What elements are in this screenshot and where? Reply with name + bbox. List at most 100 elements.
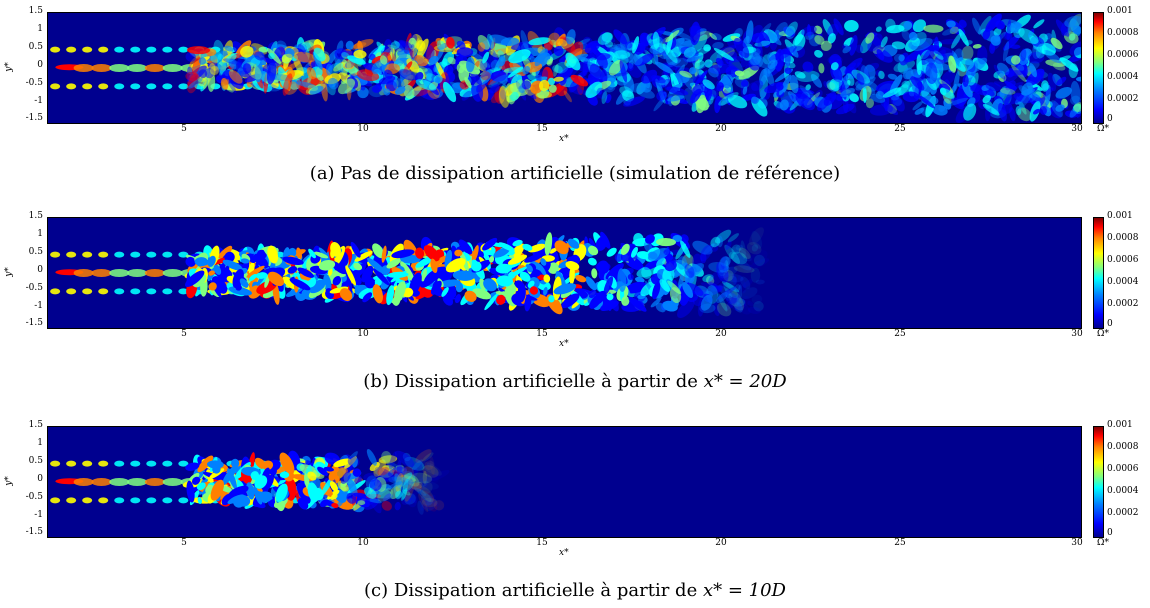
vortex-blob <box>633 233 644 245</box>
vortex-blob <box>488 49 501 58</box>
caption-prefix: (a) <box>309 163 335 184</box>
vortex-blob <box>727 233 739 243</box>
vortex-blob <box>784 46 791 67</box>
vortex-blob <box>714 95 722 114</box>
vortex-blob <box>601 264 609 274</box>
vortex-blob <box>415 247 425 259</box>
vortex-blob <box>632 36 640 54</box>
vortex-blob <box>912 101 923 111</box>
vortex-blob <box>716 261 729 283</box>
vortex-blob <box>398 41 406 48</box>
vortex-blob <box>426 460 435 468</box>
vortex-blob <box>354 250 373 262</box>
vortex-blob <box>466 56 475 73</box>
vortex-blob <box>331 502 339 509</box>
vortex-blob <box>720 99 728 106</box>
vortex-blob <box>357 86 369 99</box>
vortex-blob <box>779 74 792 96</box>
vortex-blob <box>948 55 957 73</box>
vortex-blob <box>740 276 751 289</box>
vortex-blob <box>410 44 416 62</box>
vortex-blob <box>967 57 988 74</box>
vortex-blob <box>567 238 580 249</box>
vortex-blob <box>389 484 402 500</box>
vortex-blob <box>718 92 739 106</box>
vortex-blob <box>114 83 125 90</box>
vortex-blob <box>285 287 303 297</box>
vortex-blob <box>267 245 279 264</box>
vortex-blob <box>679 70 693 78</box>
vortex-blob <box>240 45 254 58</box>
vortex-blob <box>347 55 366 65</box>
vortex-blob <box>388 466 408 478</box>
vortex-blob <box>666 86 689 96</box>
vortex-blob <box>404 493 416 505</box>
vortex-blob <box>420 494 436 511</box>
vortex-blob <box>191 476 201 485</box>
vortex-blob <box>524 294 532 312</box>
vortex-blob <box>185 51 196 62</box>
vortex-blob <box>267 271 285 287</box>
vortex-blob <box>416 39 426 52</box>
vortex-blob <box>1075 76 1081 82</box>
vortex-blob <box>875 26 882 32</box>
vortex-blob <box>904 48 926 63</box>
vortex-blob <box>209 66 220 76</box>
vortex-blob <box>587 245 599 256</box>
vortex-blob <box>565 261 580 271</box>
vortex-blob <box>146 460 157 467</box>
y-tick: -1.5 <box>25 527 43 537</box>
vortex-blob <box>452 270 475 281</box>
vortex-blob <box>932 46 954 57</box>
vortex-blob <box>82 83 93 90</box>
vortex-blob <box>613 50 631 59</box>
vortex-blob <box>82 497 93 504</box>
vortex-blob <box>1000 88 1016 95</box>
vortex-blob <box>50 83 61 90</box>
vortex-blob <box>114 251 125 258</box>
vortex-blob <box>835 103 855 115</box>
vortex-blob <box>686 53 703 62</box>
vortex-blob <box>337 78 356 95</box>
vortex-blob <box>699 244 713 262</box>
vortex-blob <box>783 26 795 37</box>
vortex-blob <box>386 285 395 306</box>
vortex-blob <box>689 67 697 75</box>
vortex-blob <box>665 29 680 43</box>
vortex-blob <box>1018 48 1030 66</box>
vortex-blob <box>692 74 704 84</box>
vortex-blob <box>620 243 630 255</box>
vortex-blob <box>795 93 815 111</box>
caption-c: (c) Dissipation artificielle à partir de… <box>0 580 1150 601</box>
vortex-blob <box>730 247 752 262</box>
vortex-blob <box>212 465 221 474</box>
colorbar-tick: 0.0004 <box>1107 72 1139 82</box>
vortex-blob <box>826 81 836 91</box>
x-axis-label: x* <box>559 339 569 349</box>
vortex-blob <box>300 44 306 54</box>
vortex-blob <box>734 284 741 292</box>
vortex-blob <box>162 288 173 295</box>
vortex-blob <box>566 29 576 45</box>
vortex-blob <box>619 60 628 83</box>
vortex-blob <box>220 77 229 90</box>
vortex-blob <box>372 268 390 286</box>
vortex-blob <box>951 50 961 68</box>
caption-text: Dissipation artificielle à partir de <box>393 580 698 601</box>
vortex-blob <box>197 455 214 473</box>
vortex-blob <box>333 245 346 267</box>
vortex-blob <box>1076 107 1081 118</box>
vortex-blob <box>700 294 713 311</box>
vortex-blob <box>210 479 224 501</box>
vortex-blob <box>109 478 130 486</box>
vortex-blob <box>242 63 252 74</box>
vortex-blob <box>736 284 743 306</box>
vortex-blob <box>520 30 529 50</box>
vortex-blob <box>704 59 713 68</box>
vortex-blob <box>258 46 269 53</box>
vortex-blob <box>596 87 607 99</box>
vortex-blob <box>645 234 655 244</box>
vortex-blob <box>225 53 237 63</box>
vortex-blob <box>198 57 207 65</box>
vortex-blob <box>403 84 415 100</box>
